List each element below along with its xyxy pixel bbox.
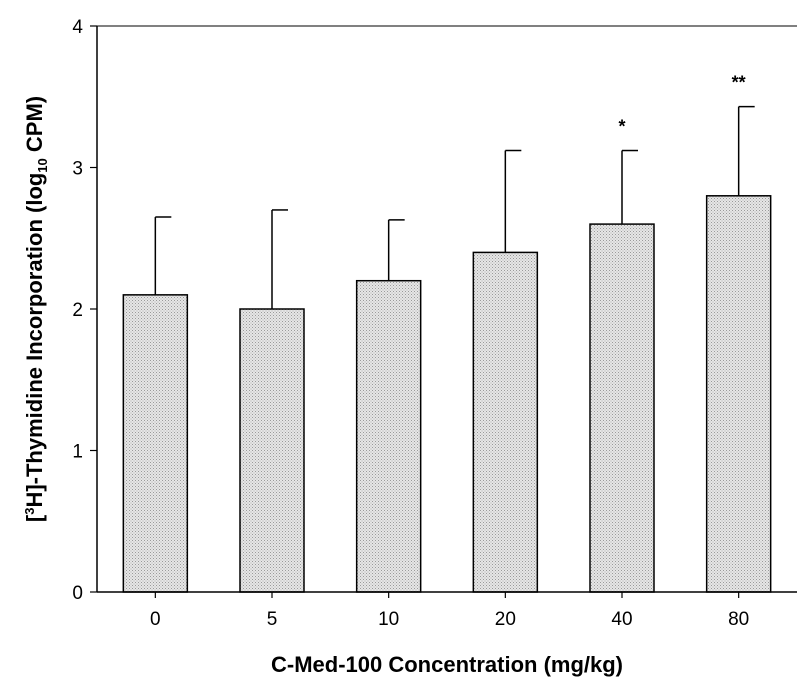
y-tick-label-3: 3 — [72, 159, 83, 180]
y-tick-label-4: 4 — [72, 17, 83, 38]
bar-10 — [355, 279, 422, 593]
significance-labels-group: *** — [618, 73, 745, 137]
y-axis-title-mid: H]-Thymidine Incorporation (log — [22, 173, 47, 508]
x-tick-label-5: 5 — [267, 609, 278, 630]
x-tick-label-40: 40 — [611, 609, 632, 630]
x-axis-title: C-Med-100 Concentration (mg/kg) — [271, 652, 623, 677]
bar-80 — [705, 195, 772, 593]
y-axis-title-prefix: [ — [22, 514, 47, 522]
x-tick-label-80: 80 — [728, 609, 749, 630]
y-axis-title: [3H]-Thymidine Incorporation (log10 CPM) — [22, 96, 50, 522]
bars-group — [122, 195, 772, 593]
significance-label-80: ** — [732, 73, 746, 93]
bar-5 — [239, 308, 305, 593]
y-axis-title-suffix: CPM) — [22, 96, 47, 158]
y-axis-title-sub: 10 — [35, 158, 50, 172]
bar-0 — [122, 294, 189, 593]
error-bars-group — [154, 105, 755, 309]
y-tick-label-2: 2 — [72, 300, 83, 321]
significance-label-40: * — [618, 117, 625, 137]
x-tick-label-0: 0 — [150, 609, 161, 630]
bar-40 — [589, 223, 655, 593]
x-ticks-group: 0 5 10 20 40 80 — [150, 592, 749, 630]
y-axis-title-sup: 3 — [22, 508, 37, 515]
bar-20 — [472, 251, 539, 593]
x-tick-label-20: 20 — [495, 609, 516, 630]
y-tick-label-1: 1 — [72, 442, 83, 463]
x-tick-label-10: 10 — [378, 609, 399, 630]
y-tick-label-0: 0 — [72, 583, 83, 604]
y-ticks-group: 0 1 2 3 4 — [72, 17, 97, 604]
